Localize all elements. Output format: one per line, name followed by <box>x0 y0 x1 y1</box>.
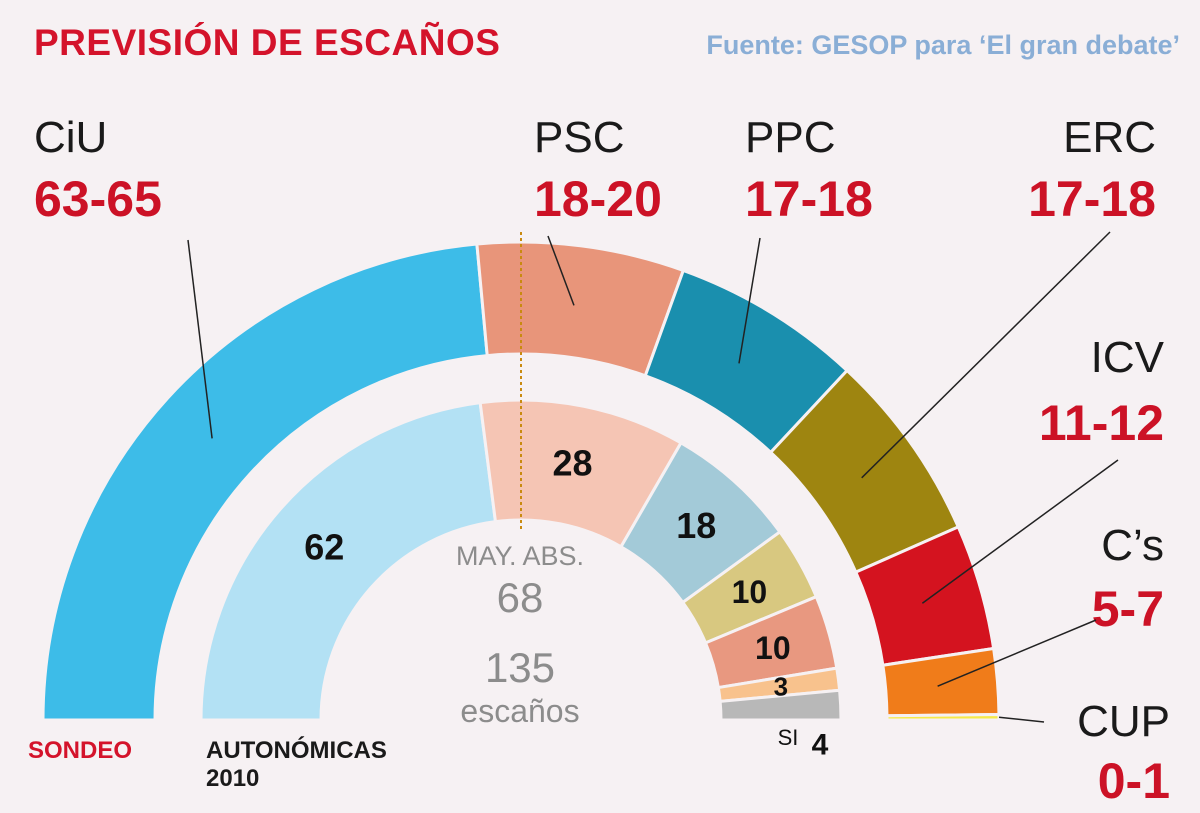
party-value-cs: 5-7 <box>1091 581 1164 637</box>
inner-value-si: 4 <box>812 729 829 762</box>
inner-value-erc: 10 <box>755 630 791 666</box>
total-value: 135 <box>485 644 555 691</box>
party-label-ppc: PPC <box>745 113 836 162</box>
party-label-erc: ERC <box>1063 113 1156 162</box>
autonomicas-label: AUTONÓMICAS 2010 <box>206 737 387 792</box>
inner-segment-ciu <box>199 400 498 722</box>
party-value-icv: 11-12 <box>1038 395 1164 451</box>
chart-source: Fuente: GESOP para ‘El gran debate’ <box>706 30 1180 60</box>
inner-value-ppc: 18 <box>676 505 716 546</box>
leader-line-erc <box>861 231 1111 479</box>
party-label-ciu: CiU <box>34 113 108 162</box>
si-label: SI <box>778 725 799 750</box>
party-label-cs: C’s <box>1101 521 1164 570</box>
inner-value-ciu: 62 <box>304 527 344 568</box>
inner-value-psc: 28 <box>552 443 592 484</box>
majority-label: MAY. ABS. <box>456 541 584 571</box>
leader-lines <box>187 231 1119 723</box>
total-unit: escaños <box>460 693 579 729</box>
inner-ring <box>199 398 843 722</box>
party-label-icv: ICV <box>1090 333 1164 382</box>
autonomicas-label-line2: 2010 <box>206 764 260 792</box>
outer-ring <box>41 240 1001 722</box>
inner-segment-si <box>718 688 843 722</box>
sondeo-label: SONDEO <box>28 737 133 764</box>
outer-segment-cup <box>885 712 1001 722</box>
leader-line-cup <box>998 716 1045 723</box>
party-value-psc: 18-20 <box>534 171 662 227</box>
leader-line-icv <box>921 459 1119 604</box>
outer-segment-ciu <box>41 242 489 722</box>
inner-value-icv: 10 <box>732 574 768 610</box>
party-value-cup: 0-1 <box>1097 753 1170 809</box>
inner-value-c-s: 3 <box>774 672 788 702</box>
leader-line-ciu <box>187 239 213 439</box>
chart-title: PREVISIÓN DE ESCAÑOS <box>34 22 501 63</box>
party-value-ciu: 63-65 <box>34 171 162 227</box>
majority-value: 68 <box>497 574 544 621</box>
autonomicas-label-line1: AUTONÓMICAS <box>206 737 387 764</box>
leader-line-ppc <box>738 237 761 364</box>
inner-ring-labels: 62 28 18 10 10 34 SI <box>304 443 828 762</box>
leader-line-psc <box>547 235 575 306</box>
party-label-cup: CUP <box>1077 697 1170 746</box>
party-value-ppc: 17-18 <box>745 171 873 227</box>
party-value-erc: 17-18 <box>1028 171 1156 227</box>
party-label-psc: PSC <box>534 113 625 162</box>
leader-line-c-s <box>937 619 1097 687</box>
